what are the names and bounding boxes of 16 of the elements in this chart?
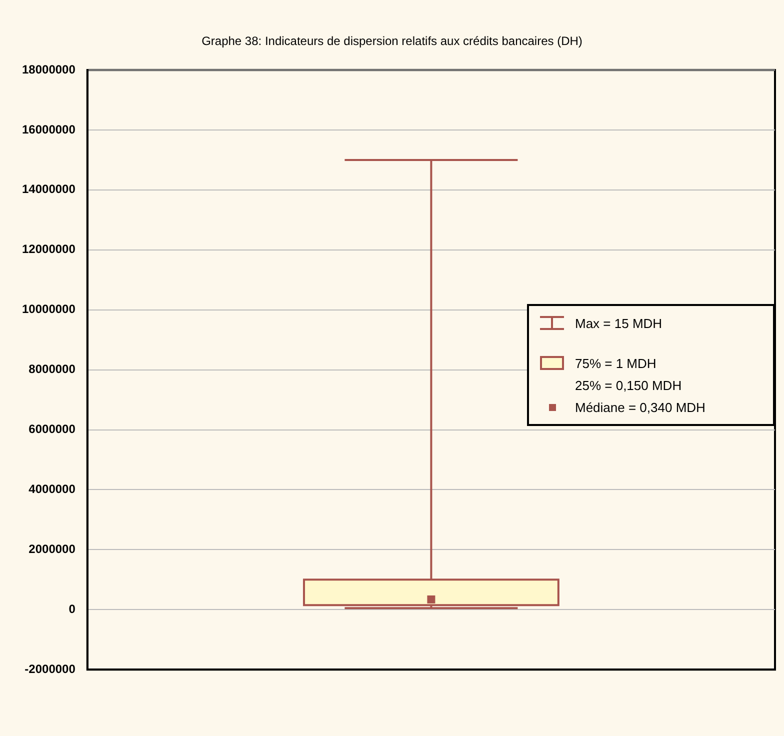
y-tick-label: 8000000 (28, 362, 76, 376)
y-tick-label: 18000000 (22, 62, 76, 76)
y-tick-label: 4000000 (28, 482, 76, 496)
annotation: 25% = 0,150 MDH (575, 378, 682, 392)
chart-title: Graphe 38: Indicateurs de dispersion relatifs aux crédits bancaires (DH) (200, 34, 584, 48)
annotation: Max = 15 MDH (575, 316, 662, 330)
y-tick-label: 6000000 (28, 422, 76, 436)
y-tick-label: 10000000 (22, 302, 76, 316)
y-tick-label: 2000000 (28, 542, 76, 556)
y-tick-label: 16000000 (22, 122, 76, 136)
annotation: Médiane = 0,340 MDH (575, 400, 706, 414)
annotation: 75% = 1 MDH (575, 356, 656, 370)
y-tick-label: 12000000 (22, 242, 76, 256)
y-tick-label: 14000000 (22, 182, 76, 196)
y-tick-label: -2000000 (24, 662, 76, 676)
y-tick-label: 0 (68, 602, 76, 616)
